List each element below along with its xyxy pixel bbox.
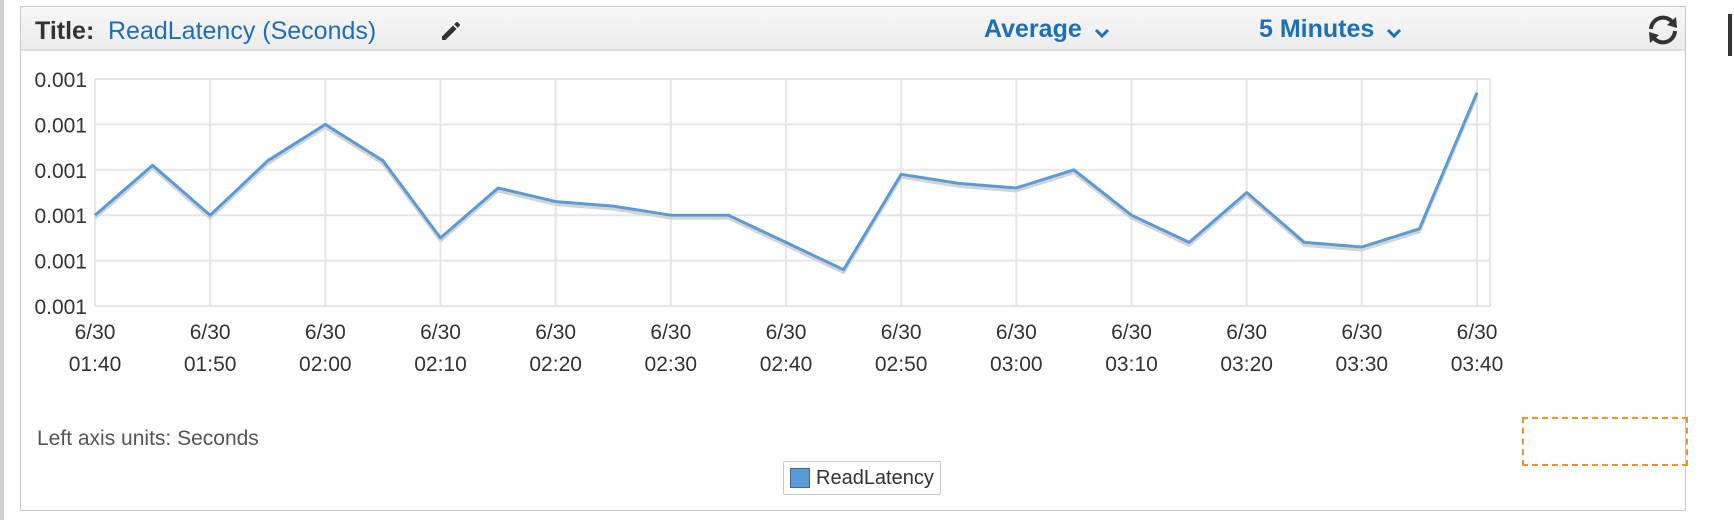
period-value: 5 Minutes [1259, 14, 1375, 43]
y-axis: 0.001 0.001 0.001 0.001 0.001 0.001 [34, 69, 87, 319]
window-left-border [0, 0, 4, 520]
pencil-icon[interactable] [439, 19, 463, 48]
y-tick-label: 0.001 [34, 160, 87, 183]
metric-graph-panel: Title: ReadLatency (Seconds) Average 5 M… [20, 6, 1686, 511]
x-tick-label: 6/30 [881, 321, 922, 344]
x-tick-label: 6/30 [75, 321, 116, 344]
x-tick-label: 6/30 [1341, 321, 1382, 344]
x-tick-label: 01:40 [69, 353, 122, 376]
x-tick-label: 6/30 [996, 321, 1037, 344]
x-tick-label: 6/30 [1457, 321, 1498, 344]
x-tick-label: 6/30 [535, 321, 576, 344]
x-tick-label: 02:20 [529, 353, 582, 376]
x-tick-label: 03:40 [1451, 353, 1504, 376]
x-tick-label: 6/30 [1111, 321, 1152, 344]
chevron-down-icon [1386, 17, 1402, 46]
statistic-dropdown[interactable]: Average [984, 7, 1110, 51]
x-tick-label: 03:00 [990, 353, 1043, 376]
graph-title[interactable]: ReadLatency (Seconds) [108, 17, 377, 45]
series-layer [94, 92, 1479, 275]
legend-label: ReadLatency [816, 466, 934, 489]
legend-swatch [790, 468, 810, 488]
y-tick-label: 0.001 [34, 114, 87, 137]
x-tick-label: 02:30 [645, 353, 698, 376]
x-tick-label: 02:00 [299, 353, 352, 376]
chart-legend[interactable]: ReadLatency [783, 461, 941, 495]
axis-units-label: Left axis units: [37, 427, 172, 450]
y-tick-label: 0.001 [34, 69, 87, 92]
title-label: Title: [35, 17, 95, 45]
x-tick-label: 6/30 [1226, 321, 1267, 344]
axis-units-value: Seconds [177, 427, 259, 450]
x-tick-label: 01:50 [184, 353, 237, 376]
x-tick-label: 6/30 [650, 321, 691, 344]
x-tick-label: 03:30 [1336, 353, 1389, 376]
y-tick-label: 0.001 [34, 205, 87, 228]
chevron-down-icon [1094, 17, 1110, 46]
x-tick-label: 6/30 [190, 321, 231, 344]
x-tick-label: 6/30 [305, 321, 346, 344]
x-tick-label: 02:50 [875, 353, 928, 376]
axis-units: Left axis units: Seconds [37, 427, 259, 451]
window-right-border [1728, 14, 1732, 56]
period-dropdown[interactable]: 5 Minutes [1259, 7, 1402, 51]
x-tick-label: 03:20 [1220, 353, 1273, 376]
x-tick-label: 6/30 [420, 321, 461, 344]
chart-grid [94, 78, 1491, 307]
x-tick-label: 02:10 [414, 353, 467, 376]
x-tick-label: 03:10 [1105, 353, 1158, 376]
line-chart: 0.001 0.001 0.001 0.001 0.001 0.001 6/30 01:40… [34, 69, 1504, 376]
x-tick-label: 6/30 [766, 321, 807, 344]
statistic-value: Average [984, 14, 1082, 43]
refresh-icon[interactable] [1643, 13, 1683, 52]
series-line-shadow [94, 95, 1479, 275]
x-tick-label: 02:40 [760, 353, 813, 376]
y-tick-label: 0.001 [34, 296, 87, 319]
series-line [94, 92, 1479, 272]
selection-drag-box[interactable] [1522, 417, 1688, 466]
x-axis: 6/30 01:40 6/30 01:50 6/30 02:00 6/30 02:10 6/30… [69, 321, 1504, 376]
y-tick-label: 0.001 [34, 251, 87, 274]
graph-header: Title: ReadLatency (Seconds) Average 5 M… [21, 7, 1685, 51]
